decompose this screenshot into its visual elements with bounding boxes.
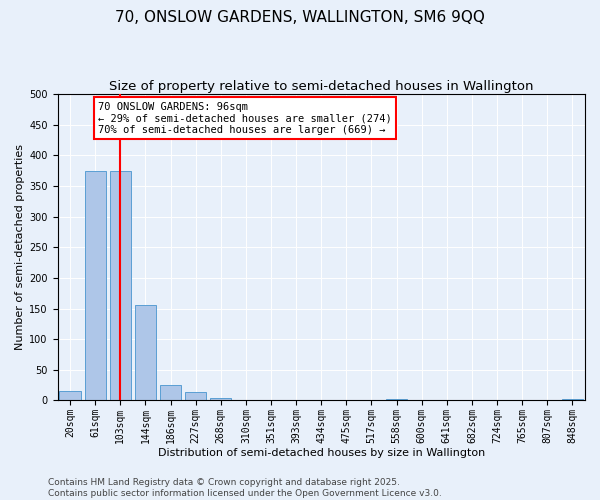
Bar <box>135 306 156 400</box>
Title: Size of property relative to semi-detached houses in Wallington: Size of property relative to semi-detach… <box>109 80 533 93</box>
X-axis label: Distribution of semi-detached houses by size in Wallington: Distribution of semi-detached houses by … <box>158 448 485 458</box>
Bar <box>185 392 206 400</box>
Bar <box>160 385 181 400</box>
Text: 70 ONSLOW GARDENS: 96sqm
← 29% of semi-detached houses are smaller (274)
70% of : 70 ONSLOW GARDENS: 96sqm ← 29% of semi-d… <box>98 102 391 134</box>
Text: 70, ONSLOW GARDENS, WALLINGTON, SM6 9QQ: 70, ONSLOW GARDENS, WALLINGTON, SM6 9QQ <box>115 10 485 25</box>
Y-axis label: Number of semi-detached properties: Number of semi-detached properties <box>15 144 25 350</box>
Bar <box>59 392 81 400</box>
Bar <box>110 170 131 400</box>
Bar <box>85 170 106 400</box>
Bar <box>210 398 232 400</box>
Bar <box>386 398 407 400</box>
Text: Contains HM Land Registry data © Crown copyright and database right 2025.
Contai: Contains HM Land Registry data © Crown c… <box>48 478 442 498</box>
Bar <box>562 398 583 400</box>
